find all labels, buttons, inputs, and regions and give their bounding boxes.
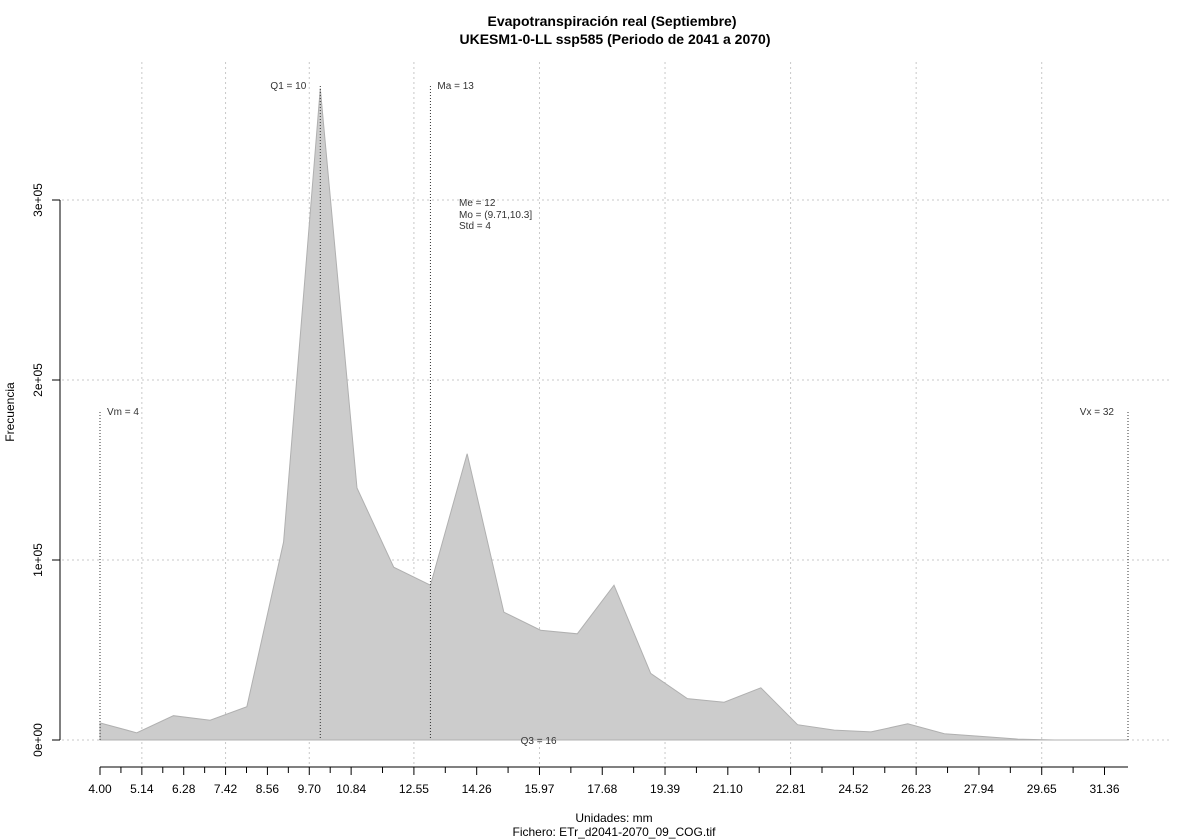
- frequency-area: [99, 88, 1128, 741]
- x-tick-label: 31.36: [1089, 782, 1119, 796]
- x-axis-label: Unidades: mm: [575, 811, 652, 825]
- x-tick-label: 8.56: [256, 782, 280, 796]
- x-tick-label: 9.70: [298, 782, 322, 796]
- x-tick-label: 29.65: [1027, 782, 1057, 796]
- y-tick-label: 1e+05: [31, 543, 45, 577]
- stats-block: Me = 12 Mo = (9.71,10.3] Std = 4: [459, 198, 532, 232]
- stat-std: Std = 4: [459, 221, 491, 232]
- x-tick-label: 27.94: [964, 782, 994, 796]
- statistic-markers: Q1 = 10 Ma = 13 Vm = 4 Vx = 32 Q3 = 16: [99, 81, 1129, 747]
- x-tick-label: 6.28: [172, 782, 196, 796]
- x-tick-label: 19.39: [650, 782, 680, 796]
- file-label: Fichero: ETr_d2041-2070_09_COG.tif: [513, 825, 717, 839]
- x-tick-label: 5.14: [130, 782, 154, 796]
- y-tick-label: 0e+00: [31, 723, 45, 757]
- y-tick-label: 2e+05: [31, 363, 45, 397]
- annotation-vx: Vx = 32: [1080, 407, 1115, 418]
- y-axis: 0e+00 1e+05 2e+05 3e+05: [31, 183, 61, 757]
- y-tick-label: 3e+05: [31, 183, 45, 217]
- annotation-q3: Q3 = 16: [521, 736, 557, 747]
- x-tick-label: 4.00: [88, 782, 112, 796]
- y-axis-label: Frecuencia: [3, 382, 17, 442]
- stat-mode: Mo = (9.71,10.3]: [459, 210, 532, 221]
- x-tick-label: 22.81: [776, 782, 806, 796]
- x-tick-label: 26.23: [901, 782, 931, 796]
- x-axis: 4.00 5.14 6.28 7.42 8.56 9.70 10.84 12.55 14.26 1…: [88, 766, 1128, 796]
- annotation-vm: Vm = 4: [107, 407, 139, 418]
- annotation-q1: Q1 = 10: [270, 81, 306, 92]
- chart-subtitle: UKESM1-0-LL ssp585 (Periodo de 2041 a 20…: [460, 31, 771, 47]
- x-tick-label: 10.84: [336, 782, 366, 796]
- x-tick-label: 15.97: [524, 782, 554, 796]
- annotation-ma: Ma = 13: [437, 81, 474, 92]
- chart-title: Evapotranspiración real (Septiembre): [488, 13, 737, 29]
- x-tick-label: 14.26: [462, 782, 492, 796]
- stat-median: Me = 12: [459, 198, 496, 209]
- x-tick-label: 7.42: [214, 782, 238, 796]
- x-tick-label: 12.55: [399, 782, 429, 796]
- x-tick-label: 17.68: [587, 782, 617, 796]
- x-tick-label: 21.10: [713, 782, 743, 796]
- x-tick-label: 24.52: [838, 782, 868, 796]
